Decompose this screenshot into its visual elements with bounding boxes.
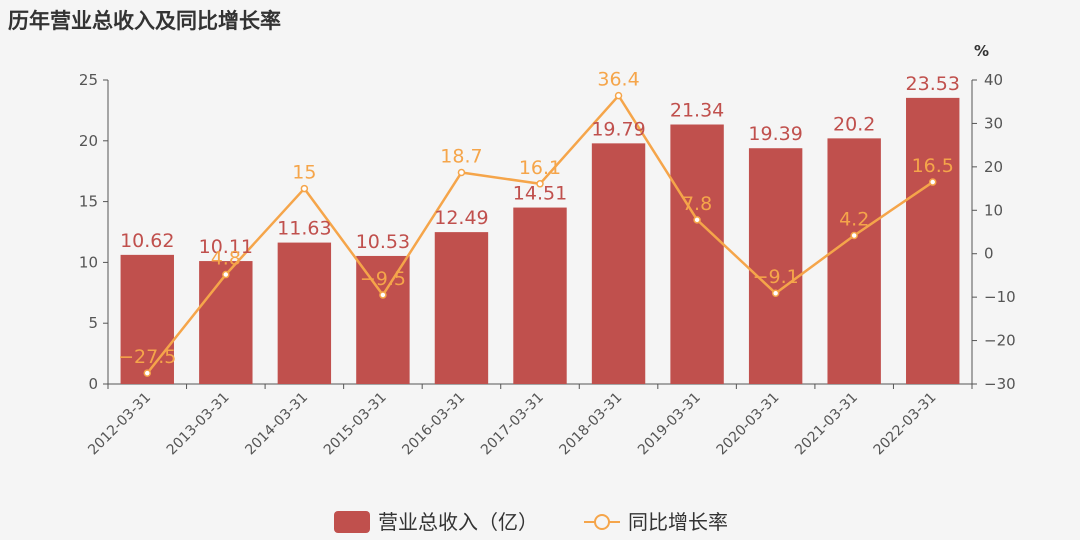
line-point — [850, 231, 858, 240]
bar — [827, 138, 881, 384]
right-axis-tick-label: 20 — [984, 158, 1003, 176]
line-value-label: 18.7 — [440, 146, 482, 168]
bar-value-label: 23.53 — [906, 73, 960, 95]
line-point — [300, 184, 309, 193]
left-axis-tick-label: 20 — [79, 132, 98, 150]
line-point — [771, 289, 780, 297]
line-series — [143, 91, 937, 377]
right-axis-tick-label: 10 — [984, 201, 1003, 219]
line-value-label: 4.8 — [211, 248, 241, 270]
bar — [199, 261, 253, 384]
bar-value-label: 10.11 — [199, 236, 253, 258]
bar — [513, 207, 567, 384]
line-value-label: 7.8 — [682, 193, 712, 215]
x-axis-tick-label: 2020-03-31 — [714, 390, 783, 459]
line-value-label: 15 — [292, 162, 316, 184]
line-point — [379, 291, 387, 299]
x-axis-tick-label: 2016-03-31 — [399, 390, 468, 459]
bar — [356, 255, 410, 384]
line-value-label: 16.5 — [912, 155, 954, 177]
bar-value-label: 19.79 — [591, 118, 645, 140]
right-axis-unit: % — [974, 42, 989, 60]
bar — [748, 148, 803, 384]
bar-value-label: 14.51 — [513, 183, 567, 205]
left-axis-tick-label: 25 — [79, 71, 98, 89]
x-axis-tick-label: 2015-03-31 — [321, 390, 390, 459]
x-axis-tick-label: 2014-03-31 — [242, 390, 311, 459]
bar — [434, 232, 489, 384]
bar-value-label: 10.53 — [356, 231, 410, 253]
bar — [670, 124, 724, 384]
right-axis-tick-label: −20 — [984, 332, 1016, 350]
line-point — [536, 180, 544, 188]
bar — [906, 97, 960, 385]
line-value-label: −9.5 — [360, 268, 406, 290]
bar — [591, 143, 646, 384]
bar-value-label: 11.63 — [277, 218, 331, 240]
bar-value-label: 20.2 — [833, 113, 875, 135]
line-point — [222, 270, 230, 279]
left-axis-tick-label: 10 — [79, 253, 98, 271]
legend-label-bar: 营业总收入（亿） — [378, 510, 538, 534]
x-axis-tick-label: 2018-03-31 — [557, 390, 626, 459]
x-axis-tick-label: 2013-03-31 — [164, 390, 233, 459]
right-axis-tick-label: −10 — [984, 288, 1016, 306]
line-point — [457, 168, 466, 177]
right-axis-tick-label: 30 — [984, 114, 1003, 132]
bar-value-label: 19.39 — [748, 123, 802, 145]
legend-swatch-marker — [594, 514, 610, 530]
right-axis-tick-label: −30 — [984, 375, 1016, 393]
line-point — [143, 369, 152, 377]
x-axis-tick-label: 2022-03-31 — [871, 390, 940, 459]
bar-value-label: 21.34 — [670, 100, 724, 122]
line-point — [693, 216, 701, 224]
line-point — [928, 178, 937, 186]
legend-swatch-bar — [334, 511, 370, 533]
legend-label-line: 同比增长率 — [628, 510, 728, 534]
left-axis-tick-label: 15 — [79, 193, 98, 211]
bar — [277, 242, 332, 384]
left-axis-tick-label: 0 — [88, 375, 98, 393]
bar — [120, 254, 174, 384]
line-value-label: −27.5 — [118, 346, 176, 368]
left-axis-tick-label: 5 — [88, 314, 98, 332]
bar-value-label: 12.49 — [434, 207, 488, 229]
line-value-label: −9.1 — [753, 266, 799, 288]
line-value-label: 36.4 — [597, 69, 639, 91]
line-value-label: 4.2 — [839, 208, 869, 230]
line-point — [614, 91, 623, 100]
bar-value-label: 10.62 — [120, 230, 174, 252]
legend: 营业总收入（亿） 同比增长率 — [334, 510, 728, 534]
right-axis-tick-label: 0 — [984, 245, 994, 263]
chart-title: 历年营业总收入及同比增长率 — [8, 9, 281, 33]
x-axis-tick-label: 2012-03-31 — [85, 390, 154, 459]
data-labels: 10.62 10.11 11.63 10.53 12.49 14.51 19.79 21.34… — [118, 69, 960, 369]
x-axis-tick-label: 2021-03-31 — [792, 390, 861, 459]
right-axis-tick-label: 40 — [984, 71, 1003, 89]
x-axis-tick-label: 2019-03-31 — [635, 390, 704, 459]
x-axis-tick-label: 2017-03-31 — [478, 390, 547, 459]
line-value-label: 16.1 — [519, 157, 561, 179]
bar-series — [120, 97, 960, 385]
